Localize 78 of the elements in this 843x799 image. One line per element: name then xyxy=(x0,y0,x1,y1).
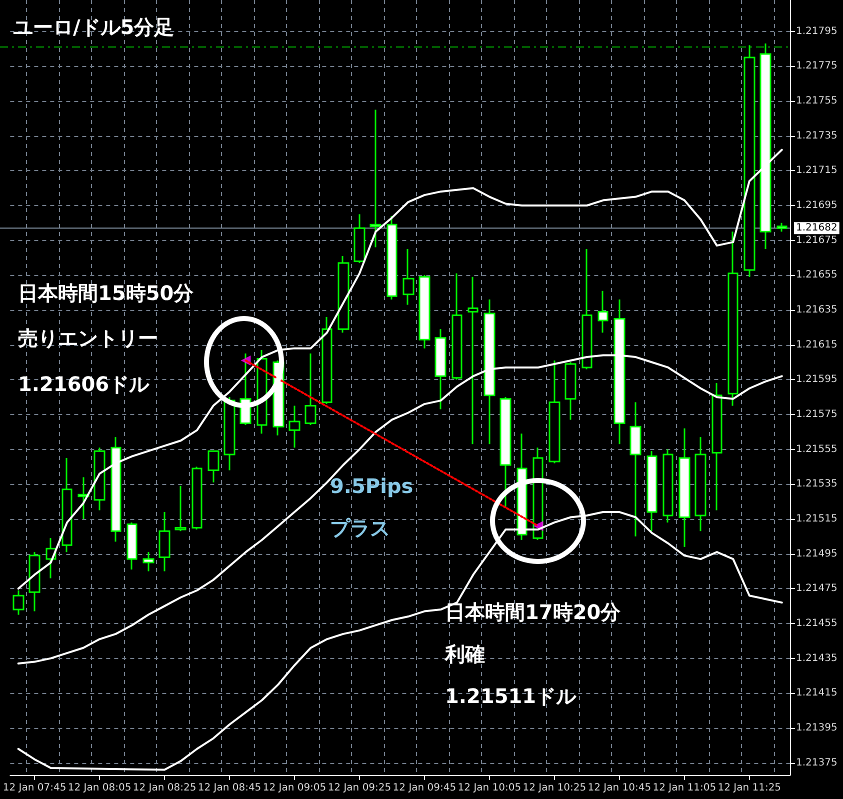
x-tick-label: 12 Jan 09:05 xyxy=(262,782,326,794)
candlestick xyxy=(78,476,90,520)
annotation: 1.21511ドル xyxy=(445,684,578,708)
ref-line-label: 1.21682 xyxy=(796,222,838,234)
candlestick xyxy=(598,290,608,334)
candlestick xyxy=(208,450,220,484)
annotation: 1.21606ドル xyxy=(18,372,150,396)
x-tick-label: 12 Jan 10:05 xyxy=(458,782,522,794)
y-tick-label: 1.21575 xyxy=(796,408,838,420)
candlestick xyxy=(158,511,170,572)
candlestick xyxy=(712,382,722,512)
candlestick xyxy=(500,396,512,508)
y-tick-label: 1.21555 xyxy=(796,444,838,455)
candlestick xyxy=(468,276,478,445)
x-tick-label: 12 Jan 10:45 xyxy=(588,782,652,794)
y-tick-label: 1.21415 xyxy=(796,688,838,699)
annotation: 利確 xyxy=(444,642,485,666)
y-tick-label: 1.21535 xyxy=(796,478,838,490)
y-tick-label: 1.21375 xyxy=(796,757,838,768)
x-tick-label: 12 Jan 11:05 xyxy=(652,782,716,794)
candlestick xyxy=(582,248,592,370)
candlestick xyxy=(694,436,706,532)
candlestick xyxy=(548,360,560,464)
x-tick-label: 12 Jan 09:45 xyxy=(392,782,456,794)
y-tick-label: 1.21795 xyxy=(796,26,838,37)
y-tick-label: 1.21735 xyxy=(796,130,838,142)
candlestick xyxy=(418,274,430,350)
x-tick-label: 12 Jan 08:05 xyxy=(68,782,132,794)
candlestick xyxy=(110,436,122,542)
x-tick-label: 12 Jan 11:25 xyxy=(718,782,782,794)
y-tick-label: 1.21775 xyxy=(796,60,838,72)
candlestick xyxy=(62,457,72,553)
candlestick xyxy=(288,405,300,448)
text: ユーロ/ドル5分足 xyxy=(13,15,174,39)
candlestick xyxy=(224,396,236,471)
annotation: 9.5Pips xyxy=(330,474,414,498)
candlestick xyxy=(386,215,398,300)
y-tick-label: 1.21515 xyxy=(796,513,838,524)
annotation: プラス xyxy=(330,516,390,540)
y-tick-label: 1.21695 xyxy=(796,200,838,212)
candlestick xyxy=(776,222,788,232)
y-tick-label: 1.21495 xyxy=(796,548,838,560)
y-tick-label: 1.21715 xyxy=(796,165,838,176)
candlestick xyxy=(354,213,366,264)
y-tick-label: 1.21655 xyxy=(796,270,838,281)
x-tick-label: 12 Jan 09:25 xyxy=(328,782,392,794)
y-tick-label: 1.21675 xyxy=(796,234,838,246)
candlestick xyxy=(744,44,756,278)
x-tick-label: 12 Jan 10:25 xyxy=(522,782,586,794)
candlestick xyxy=(304,352,316,426)
y-tick-label: 1.21755 xyxy=(796,96,838,107)
candlestick xyxy=(662,448,674,524)
candlestick xyxy=(402,248,414,306)
candlestick xyxy=(126,522,138,570)
candlestick xyxy=(728,230,738,407)
candlestick xyxy=(142,551,154,572)
candlestick xyxy=(678,428,690,548)
y-tick-label: 1.21595 xyxy=(796,374,838,386)
candlestick xyxy=(28,551,40,612)
y-tick-label: 1.21395 xyxy=(796,722,838,734)
candlestick xyxy=(564,361,576,420)
annotation: 売りエントリー xyxy=(18,326,158,350)
candlestick xyxy=(192,466,202,530)
annotation: 日本時間15時50分 xyxy=(18,281,195,305)
candlestick xyxy=(94,446,106,512)
candlestick xyxy=(452,272,462,380)
candlestick xyxy=(338,255,350,334)
y-tick-label: 1.21435 xyxy=(796,652,838,664)
x-tick-label: 12 Jan 08:25 xyxy=(132,782,196,794)
candlestick xyxy=(322,316,332,405)
candlestick xyxy=(174,485,186,532)
candlestick xyxy=(12,590,24,616)
y-tick-label: 1.21615 xyxy=(796,339,838,350)
x-tick-label: 12 Jan 07:45 xyxy=(2,782,66,794)
x-tick-label: 12 Jan 08:45 xyxy=(198,782,262,794)
y-tick-label: 1.21455 xyxy=(796,618,838,629)
y-tick-label: 1.21475 xyxy=(796,583,838,594)
y-tick-label: 1.21635 xyxy=(796,304,838,316)
